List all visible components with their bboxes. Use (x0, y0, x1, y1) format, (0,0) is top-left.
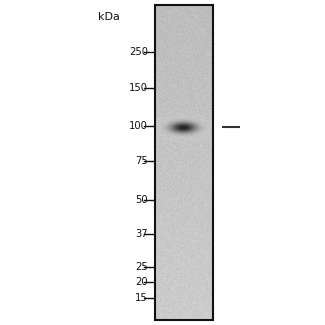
Text: 20: 20 (136, 277, 148, 287)
Text: 75: 75 (135, 156, 148, 166)
Text: 150: 150 (129, 83, 148, 93)
Text: 37: 37 (136, 229, 148, 239)
Text: 25: 25 (135, 262, 148, 272)
Text: 50: 50 (136, 195, 148, 205)
Text: 15: 15 (135, 293, 148, 303)
Bar (155, 5, 213, 320)
Text: 250: 250 (129, 47, 148, 57)
Text: kDa: kDa (98, 12, 120, 22)
Text: 100: 100 (129, 121, 148, 131)
